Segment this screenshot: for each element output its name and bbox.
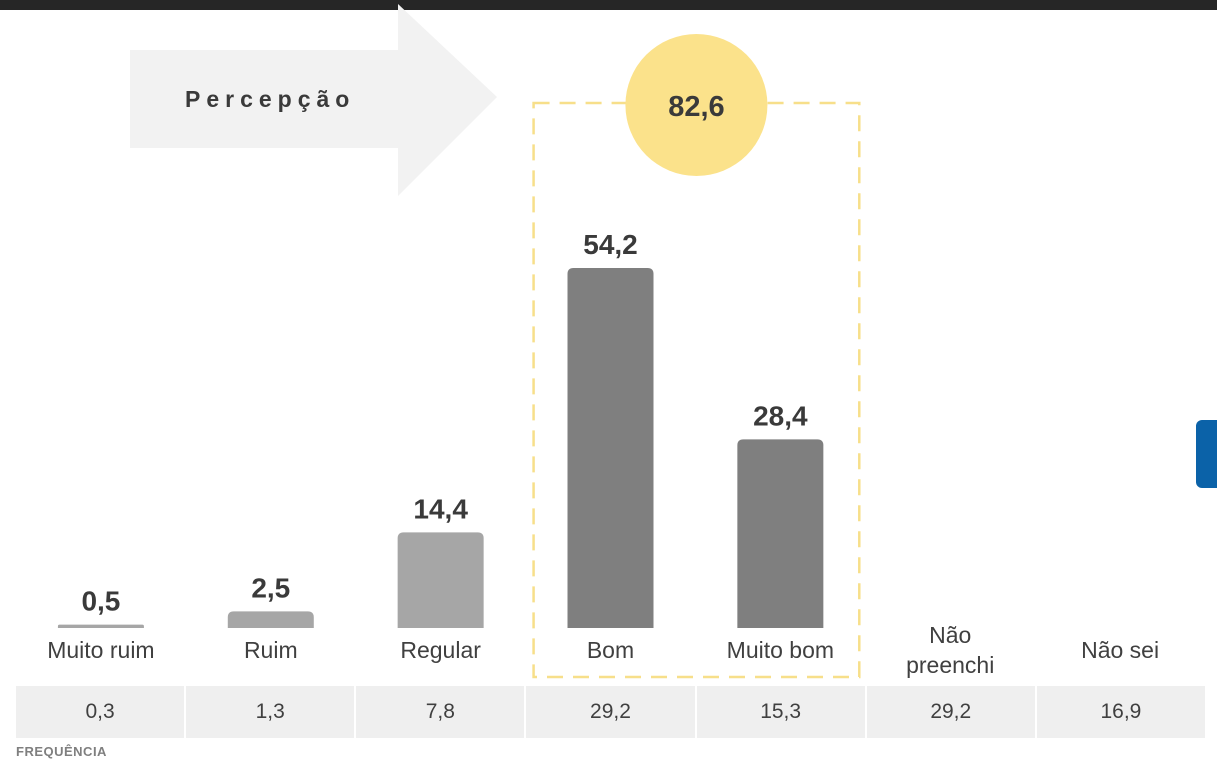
category-label: Não sei [1081, 637, 1159, 663]
bars-group: 0,5 Muito ruim 2,5 Ruim 14,4 Regular 54,2 Bom 28… [47, 229, 1159, 678]
frequency-cell: 7,8 [356, 686, 527, 738]
bar [567, 268, 654, 628]
bar-chart: 82,6 0,5 Muito ruim 2,5 Ruim 14,4 Regular 54,2… [47, 34, 1159, 679]
frequency-cell: 16,9 [1100, 700, 1142, 723]
bar-value-label: 0,5 [81, 586, 120, 617]
perception-arrow [130, 4, 497, 196]
category-label: Ruim [244, 637, 298, 663]
bar [737, 439, 824, 628]
category-label: Muito bom [727, 637, 834, 663]
bar [57, 624, 144, 628]
highlight-group: 82,6 [532, 34, 861, 679]
bar-value-label: 54,2 [583, 229, 638, 260]
bar [397, 532, 484, 628]
frequency-cell: 0,3 [16, 686, 187, 738]
bar-value-label: 28,4 [753, 400, 808, 431]
frequency-cell: 29,2 [526, 686, 697, 738]
frequency-cell: 1,3 [186, 686, 357, 738]
bar-value-label: 2,5 [251, 572, 290, 603]
frequency-cell: 15,3 [697, 686, 867, 738]
bar [227, 611, 314, 628]
header-strip [0, 0, 1217, 10]
frequency-table: 0,3 1,3 7,8 29,2 15,3 29,2 16,9 [16, 686, 1205, 738]
perception-label: Percepção [185, 86, 356, 112]
category-label: Regular [400, 637, 481, 663]
category-label: Não preenchi [906, 622, 994, 678]
highlight-total-label: 82,6 [668, 91, 724, 123]
category-label: Muito ruim [47, 637, 154, 663]
highlight-circle [625, 34, 768, 176]
bar-value-label: 14,4 [413, 493, 468, 524]
category-label: Bom [587, 637, 634, 663]
frequency-cell: 29,2 [867, 686, 1037, 738]
frequency-label: FREQUÊNCIA [16, 744, 107, 759]
side-tab[interactable] [1196, 420, 1217, 488]
